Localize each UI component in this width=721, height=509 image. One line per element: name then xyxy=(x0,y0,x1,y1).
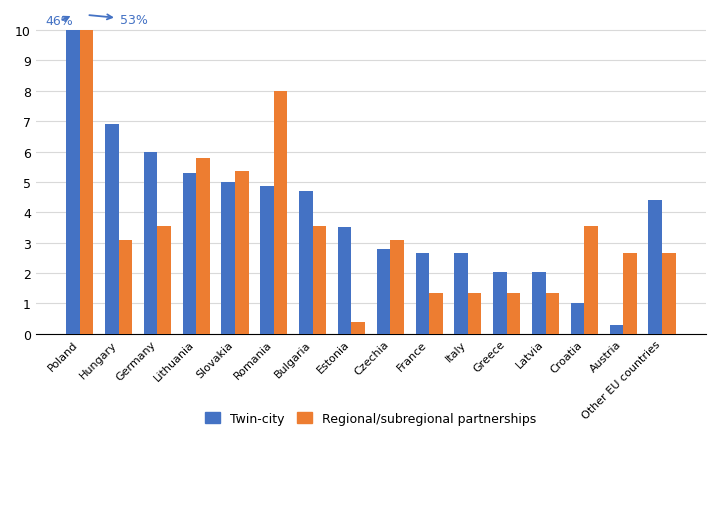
Bar xyxy=(143,152,157,334)
Bar xyxy=(80,31,94,334)
Bar xyxy=(235,172,249,334)
Bar xyxy=(105,125,118,334)
Text: 46%: 46% xyxy=(46,15,74,29)
Bar xyxy=(390,240,404,334)
Bar xyxy=(454,254,468,334)
Bar xyxy=(571,304,584,334)
Bar xyxy=(468,293,482,334)
Legend: Twin-city, Regional/subregional partnerships: Twin-city, Regional/subregional partners… xyxy=(200,407,541,430)
Bar xyxy=(584,227,598,334)
Bar xyxy=(274,92,288,334)
Bar xyxy=(648,201,662,334)
Bar xyxy=(260,187,274,334)
Bar xyxy=(493,272,507,334)
Bar xyxy=(313,227,326,334)
Bar xyxy=(338,228,351,334)
Bar xyxy=(196,158,210,334)
Bar xyxy=(662,254,676,334)
Bar xyxy=(157,227,171,334)
Bar xyxy=(429,293,443,334)
Text: 53%: 53% xyxy=(89,14,147,27)
Bar xyxy=(351,322,365,334)
Bar xyxy=(182,174,196,334)
Bar xyxy=(532,272,546,334)
Bar xyxy=(376,249,390,334)
Bar xyxy=(299,192,313,334)
Bar xyxy=(623,254,637,334)
Bar xyxy=(221,183,235,334)
Bar xyxy=(546,293,559,334)
Bar xyxy=(415,254,429,334)
Bar xyxy=(507,293,521,334)
Bar xyxy=(609,325,623,334)
Bar xyxy=(66,31,80,334)
Bar xyxy=(118,240,132,334)
